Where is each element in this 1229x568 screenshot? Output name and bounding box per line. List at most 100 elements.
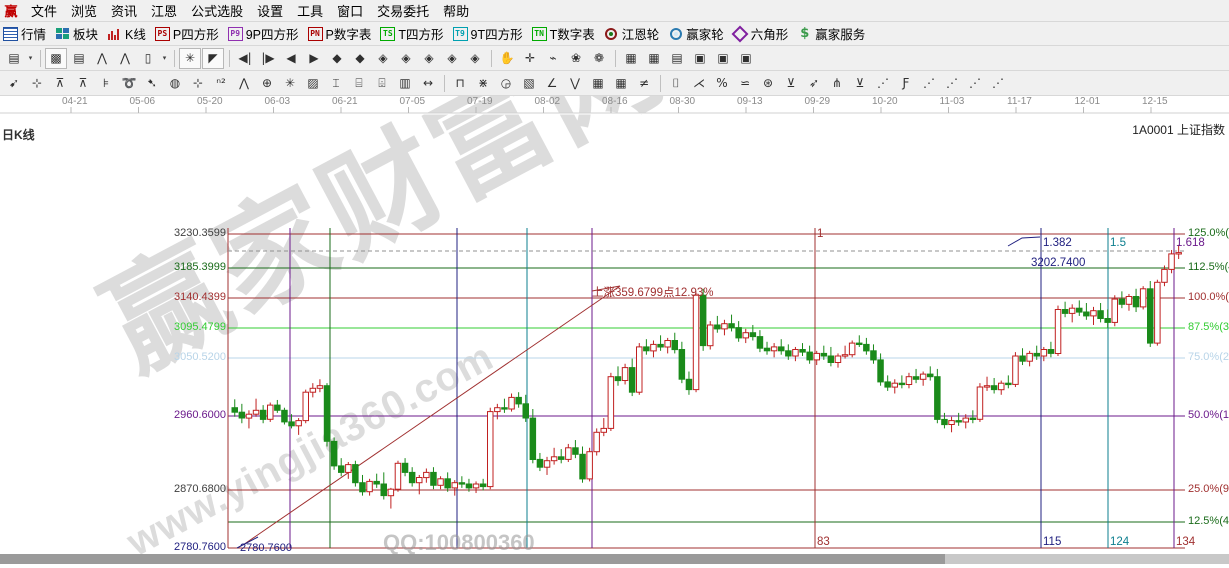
- divine-tool-button[interactable]: ⌸: [355, 76, 363, 90]
- indicator-3-button[interactable]: ⋀: [97, 51, 107, 65]
- indicator-9-button[interactable]: ⋀: [120, 51, 130, 65]
- gold-line-button[interactable]: ⊻: [786, 76, 796, 90]
- grid-lines-button[interactable]: ⊹: [192, 76, 204, 90]
- horizontal-scrollbar[interactable]: [0, 554, 1229, 564]
- data-table-button[interactable]: ▦: [648, 51, 660, 65]
- slash-f-button[interactable]: Ƒ: [902, 76, 910, 90]
- angle-tool-button[interactable]: ⋀: [239, 76, 249, 90]
- single-bar-button[interactable]: ▯: [144, 51, 152, 65]
- shortcut-block[interactable]: 板块: [55, 24, 98, 43]
- slash-shen-button[interactable]: ⋰: [946, 76, 958, 90]
- next-page-button[interactable]: ▶: [309, 51, 319, 65]
- square-n2-button[interactable]: ⁿ²: [216, 76, 226, 90]
- page-layout-dropdown[interactable]: ▾: [28, 53, 33, 62]
- menu-item-browse[interactable]: 浏览: [71, 4, 98, 19]
- shortcut-gann-wheel[interactable]: 江恩轮: [604, 24, 659, 43]
- slash-gold-button[interactable]: ⋰: [923, 76, 935, 90]
- chart-canvas[interactable]: 赢家财富网 www.yingjia360.com QQ:100800360 日K…: [0, 96, 1229, 564]
- scale-e-button[interactable]: ◈: [470, 51, 480, 65]
- shortcut-hexagon[interactable]: 六角形: [731, 24, 788, 43]
- width-tool-button[interactable]: ↔: [422, 76, 434, 90]
- shortcut-t-square[interactable]: TS T四方形: [380, 24, 444, 43]
- gann-gold-2-button[interactable]: ⊼: [78, 76, 88, 90]
- slash-four-button[interactable]: ⋰: [992, 76, 1004, 90]
- overlay-chart-button[interactable]: ▩: [45, 47, 67, 69]
- web-tool-button[interactable]: ▨: [307, 76, 319, 90]
- slash-ying-button[interactable]: ⋰: [969, 76, 981, 90]
- first-page-button[interactable]: ◀|: [238, 51, 252, 65]
- star-tool-button[interactable]: ✳: [284, 76, 296, 90]
- menu-item-tools[interactable]: 工具: [297, 4, 324, 19]
- rocket-line-button[interactable]: ➷: [146, 76, 158, 90]
- menu-item-gann[interactable]: 江恩: [151, 4, 178, 19]
- angle-up-button[interactable]: ∠: [546, 76, 558, 90]
- draw-line-button[interactable]: ⌁: [549, 51, 557, 65]
- trend-lines-button[interactable]: ≠: [638, 76, 650, 90]
- shortcut-9t-square[interactable]: T9 9T四方形: [452, 24, 523, 43]
- target-tool-button[interactable]: ⊕: [261, 76, 273, 90]
- arc-tool-button[interactable]: ◶: [500, 76, 512, 90]
- shortcut-winner-wheel[interactable]: 赢家轮: [668, 24, 724, 43]
- scale-a-button[interactable]: ◈: [378, 51, 388, 65]
- spiral-button[interactable]: ➰: [121, 76, 137, 90]
- gann-gold-1-button[interactable]: ⊼: [55, 76, 65, 90]
- scale-d-button[interactable]: ◈: [447, 51, 457, 65]
- hand-tool-button[interactable]: ✋: [499, 51, 515, 65]
- grid-a-button[interactable]: ▦: [592, 76, 604, 90]
- ruler-button[interactable]: ⌷: [672, 76, 680, 90]
- fib-fan-button[interactable]: ⊧: [102, 76, 110, 90]
- zoom-out-button[interactable]: ◆: [332, 51, 342, 65]
- shortcut-t-number-table[interactable]: TN T数字表: [531, 24, 595, 43]
- shortcut-winner-service[interactable]: $ 赢家服务: [797, 24, 865, 43]
- note-button[interactable]: ▤: [671, 51, 683, 65]
- percent-line-button[interactable]: ⋍: [739, 76, 751, 90]
- ladder-tool-button[interactable]: ▥: [399, 76, 411, 90]
- page-layout-button[interactable]: ▤: [8, 51, 20, 65]
- zoom-in-button[interactable]: ◆: [355, 51, 365, 65]
- shortcut-9p-square[interactable]: P9 9P四方形: [227, 24, 299, 43]
- menu-item-help[interactable]: 帮助: [443, 4, 470, 19]
- menu-item-window[interactable]: 窗口: [337, 4, 364, 19]
- gold-circle-button[interactable]: ⊛: [762, 76, 774, 90]
- fan-red-button[interactable]: ⋇: [477, 76, 489, 90]
- print-button[interactable]: ▣: [740, 51, 752, 65]
- box-fan-button[interactable]: ▧: [523, 76, 535, 90]
- menu-item-settings[interactable]: 设置: [257, 4, 284, 19]
- prev-page-button[interactable]: ◀: [286, 51, 296, 65]
- calendar-button[interactable]: ▦: [625, 51, 637, 65]
- rect-tool-button[interactable]: ⊓: [455, 76, 465, 90]
- shortcut-p-number-table[interactable]: PN P数字表: [307, 24, 371, 43]
- gann-fan-button[interactable]: ✳: [179, 47, 201, 69]
- menu-item-formula-stock-pick[interactable]: 公式选股: [191, 4, 244, 19]
- copy-button[interactable]: ▣: [717, 51, 729, 65]
- menu-item-file[interactable]: 文件: [31, 4, 58, 19]
- percent-fan-button[interactable]: ⋌: [693, 76, 705, 90]
- last-page-button[interactable]: |▶: [261, 51, 275, 65]
- grid-b-button[interactable]: ▦: [615, 76, 627, 90]
- winner-tool-button[interactable]: ⌹: [378, 76, 386, 90]
- brain-tool-button[interactable]: ❁: [593, 51, 605, 65]
- report-button[interactable]: ▤: [73, 51, 85, 65]
- shortcut-kline[interactable]: K线: [107, 24, 146, 43]
- scale-b-button[interactable]: ◈: [401, 51, 411, 65]
- menu-item-trade[interactable]: 交易委托: [377, 4, 430, 19]
- draw-shape-button[interactable]: ❀: [570, 51, 582, 65]
- percent-button[interactable]: %: [716, 76, 728, 90]
- scrollbar-thumb[interactable]: [0, 554, 945, 564]
- scale-c-button[interactable]: ◈: [424, 51, 434, 65]
- shortcut-quote[interactable]: 行情: [3, 24, 46, 43]
- menu-item-news[interactable]: 资讯: [111, 4, 138, 19]
- zigzag-button[interactable]: ⋁: [570, 76, 580, 90]
- gold-bar-button[interactable]: ⊻: [855, 76, 865, 90]
- cycle-lines-button[interactable]: ⊹: [31, 76, 43, 90]
- slash-1-button[interactable]: ⋰: [877, 76, 889, 90]
- save-button[interactable]: ▣: [694, 51, 706, 65]
- crosshair-tool-button[interactable]: ✛: [524, 51, 536, 65]
- rocket-tool-button[interactable]: ➹: [8, 76, 20, 90]
- fan-red-2-button[interactable]: ⋔: [831, 76, 843, 90]
- circle-cycle-button[interactable]: ◍: [169, 76, 181, 90]
- shortcut-p-square[interactable]: PS P四方形: [154, 24, 219, 43]
- single-bar-dropdown[interactable]: ▾: [162, 53, 167, 62]
- flag-marker-button[interactable]: ◤: [202, 47, 224, 69]
- measure-tool-button[interactable]: ⌶: [332, 76, 340, 90]
